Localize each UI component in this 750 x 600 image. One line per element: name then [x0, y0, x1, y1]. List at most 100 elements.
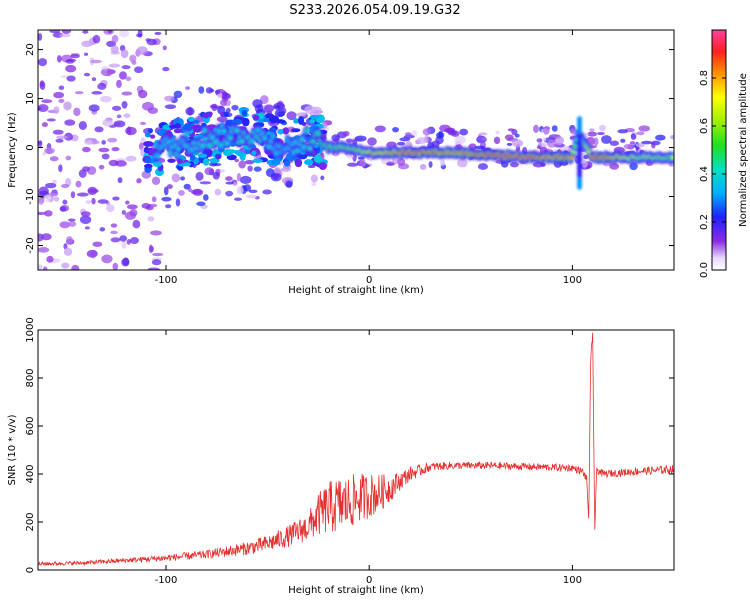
signal-blob	[294, 158, 303, 168]
ridge-core	[218, 143, 224, 147]
noise-blob	[507, 128, 515, 132]
noise-blob	[320, 175, 325, 181]
noise-blob	[132, 219, 141, 229]
noise-blob	[163, 95, 175, 102]
ridge-core	[301, 145, 306, 149]
noise-blob	[58, 164, 63, 173]
noise-blob	[629, 141, 636, 145]
noise-blob	[620, 138, 626, 143]
noise-blob	[546, 139, 557, 148]
noise-blob	[71, 264, 80, 270]
noise-blob	[120, 49, 129, 59]
noise-blob	[422, 128, 432, 136]
noise-blob	[175, 198, 181, 207]
noise-blob	[196, 201, 206, 207]
noise-blob	[41, 233, 52, 241]
signal-blob	[291, 128, 301, 133]
noise-blob	[90, 59, 102, 64]
noise-blob	[52, 129, 64, 135]
noise-blob	[651, 141, 656, 149]
noise-blob	[617, 129, 628, 134]
noise-blob	[234, 158, 240, 163]
ridge-core	[189, 147, 194, 151]
noise-blob	[220, 99, 227, 107]
ridge-core	[166, 140, 172, 144]
noise-blob	[253, 166, 262, 172]
noise-blob	[589, 128, 595, 133]
noise-blob	[61, 30, 71, 34]
signal-blob	[203, 158, 210, 166]
signal-blob	[304, 159, 314, 166]
noise-blob	[555, 136, 564, 146]
spike-blob	[577, 116, 583, 123]
noise-blob	[629, 162, 638, 171]
noise-blob	[440, 159, 446, 167]
ridge-core	[670, 155, 674, 160]
noise-blob	[411, 130, 418, 137]
ridge-core	[234, 129, 240, 133]
noise-blob	[75, 180, 82, 188]
noise-blob	[630, 133, 637, 140]
noise-blob	[122, 257, 130, 266]
noise-blob	[147, 267, 160, 270]
colorbar-tick-label: 0.6	[699, 118, 710, 134]
noise-blob	[73, 107, 81, 117]
noise-blob	[536, 145, 542, 150]
noise-blob	[146, 38, 157, 46]
noise-blob	[99, 227, 106, 232]
noise-blob	[352, 153, 357, 162]
noise-blob	[477, 134, 483, 141]
noise-blob	[597, 131, 605, 136]
noise-blob	[38, 233, 44, 242]
noise-blob	[110, 237, 121, 243]
noise-blob	[385, 162, 395, 166]
noise-blob	[164, 104, 177, 110]
signal-blob	[173, 128, 183, 134]
signal-blob	[309, 115, 321, 120]
noise-blob	[126, 239, 131, 245]
signal-blob	[293, 118, 299, 124]
noise-blob	[307, 164, 316, 169]
noise-blob	[94, 126, 104, 133]
noise-blob	[609, 140, 619, 146]
noise-blob	[53, 91, 65, 99]
noise-blob	[542, 125, 550, 135]
y-tick-label: 1000	[25, 317, 36, 342]
noise-blob	[64, 132, 74, 141]
noise-blob	[56, 55, 62, 63]
noise-blob	[39, 80, 45, 88]
noise-blob	[245, 194, 257, 199]
noise-blob	[204, 167, 215, 176]
noise-blob	[247, 165, 253, 172]
noise-blob	[304, 105, 316, 114]
noise-blob	[116, 79, 122, 89]
y-tick-label: 0	[25, 567, 36, 573]
colorbar-tick-label: 0.4	[699, 166, 710, 182]
noise-blob	[147, 107, 158, 114]
noise-blob	[65, 236, 73, 245]
noise-blob	[236, 186, 244, 195]
noise-blob	[456, 158, 468, 168]
signal-blob	[187, 116, 195, 122]
noise-blob	[149, 230, 162, 236]
ridge-core	[249, 139, 254, 143]
y-tick-label: 10	[25, 92, 36, 105]
noise-blob	[44, 182, 57, 189]
noise-blob	[82, 166, 90, 172]
noise-blob	[113, 120, 126, 128]
noise-blob	[43, 266, 48, 270]
noise-blob	[495, 130, 500, 135]
noise-blob	[97, 199, 109, 204]
noise-blob	[286, 111, 297, 121]
snr-y-label: SNR (10 * v/v)	[7, 414, 18, 485]
noise-blob	[85, 200, 92, 204]
noise-blob	[599, 124, 606, 132]
noise-blob	[232, 181, 238, 187]
noise-blob	[138, 89, 148, 99]
noise-blob	[454, 135, 466, 145]
noise-blob	[123, 113, 131, 118]
noise-blob	[38, 58, 48, 67]
signal-blob	[236, 152, 245, 157]
